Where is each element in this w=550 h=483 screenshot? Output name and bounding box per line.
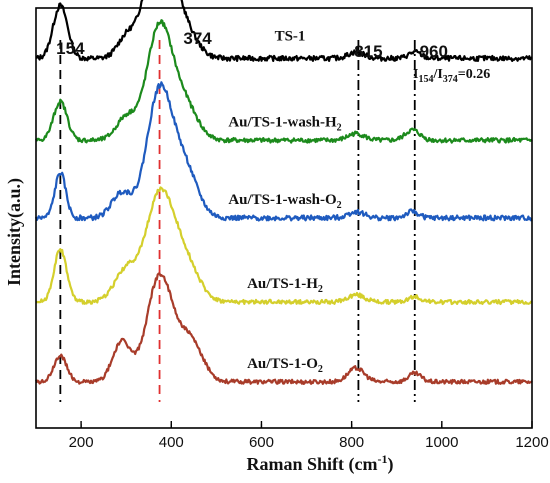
peak-labels: 154 374 815 960 [56, 29, 448, 61]
y-axis-title: Intensity(a.u.) [4, 178, 25, 286]
peak-label: 154 [56, 39, 85, 58]
x-tick-label: 1000 [425, 434, 458, 451]
series-line [35, 186, 533, 306]
x-tick-label: 800 [339, 434, 364, 451]
series-label: TS-1 [275, 28, 306, 44]
series-line [35, 19, 533, 144]
series-label: Au/TS-1-H2 [247, 276, 323, 295]
peak-label: 960 [420, 42, 448, 61]
series-label: Au/TS-1-O2 [247, 356, 323, 375]
peak-label: 374 [183, 29, 212, 48]
series-line [34, 272, 533, 385]
plot-frame [35, 7, 533, 429]
x-axis-title: Raman Shift (cm-1) [247, 452, 394, 475]
x-axis-ticks: 200 400 600 800 1000 1200 [69, 421, 549, 451]
series-line [34, 81, 533, 222]
reference-lines [59, 40, 416, 402]
series-label: Au/TS-1-wash-O2 [228, 192, 341, 211]
x-tick-label: 1200 [515, 434, 548, 451]
series-label: Au/TS-1-wash-H2 [228, 114, 341, 133]
peak-label: 815 [354, 42, 382, 61]
x-tick-label: 200 [69, 434, 94, 451]
series-line [35, 0, 533, 62]
series-labels: TS-1 Au/TS-1-wash-H2 Au/TS-1-wash-O2 Au/TS-… [228, 28, 341, 374]
x-tick-label: 600 [249, 434, 274, 451]
x-tick-label: 400 [159, 434, 184, 451]
intensity-ratio-note: I154/I374=0.26 [413, 67, 490, 85]
series-group [34, 0, 533, 385]
